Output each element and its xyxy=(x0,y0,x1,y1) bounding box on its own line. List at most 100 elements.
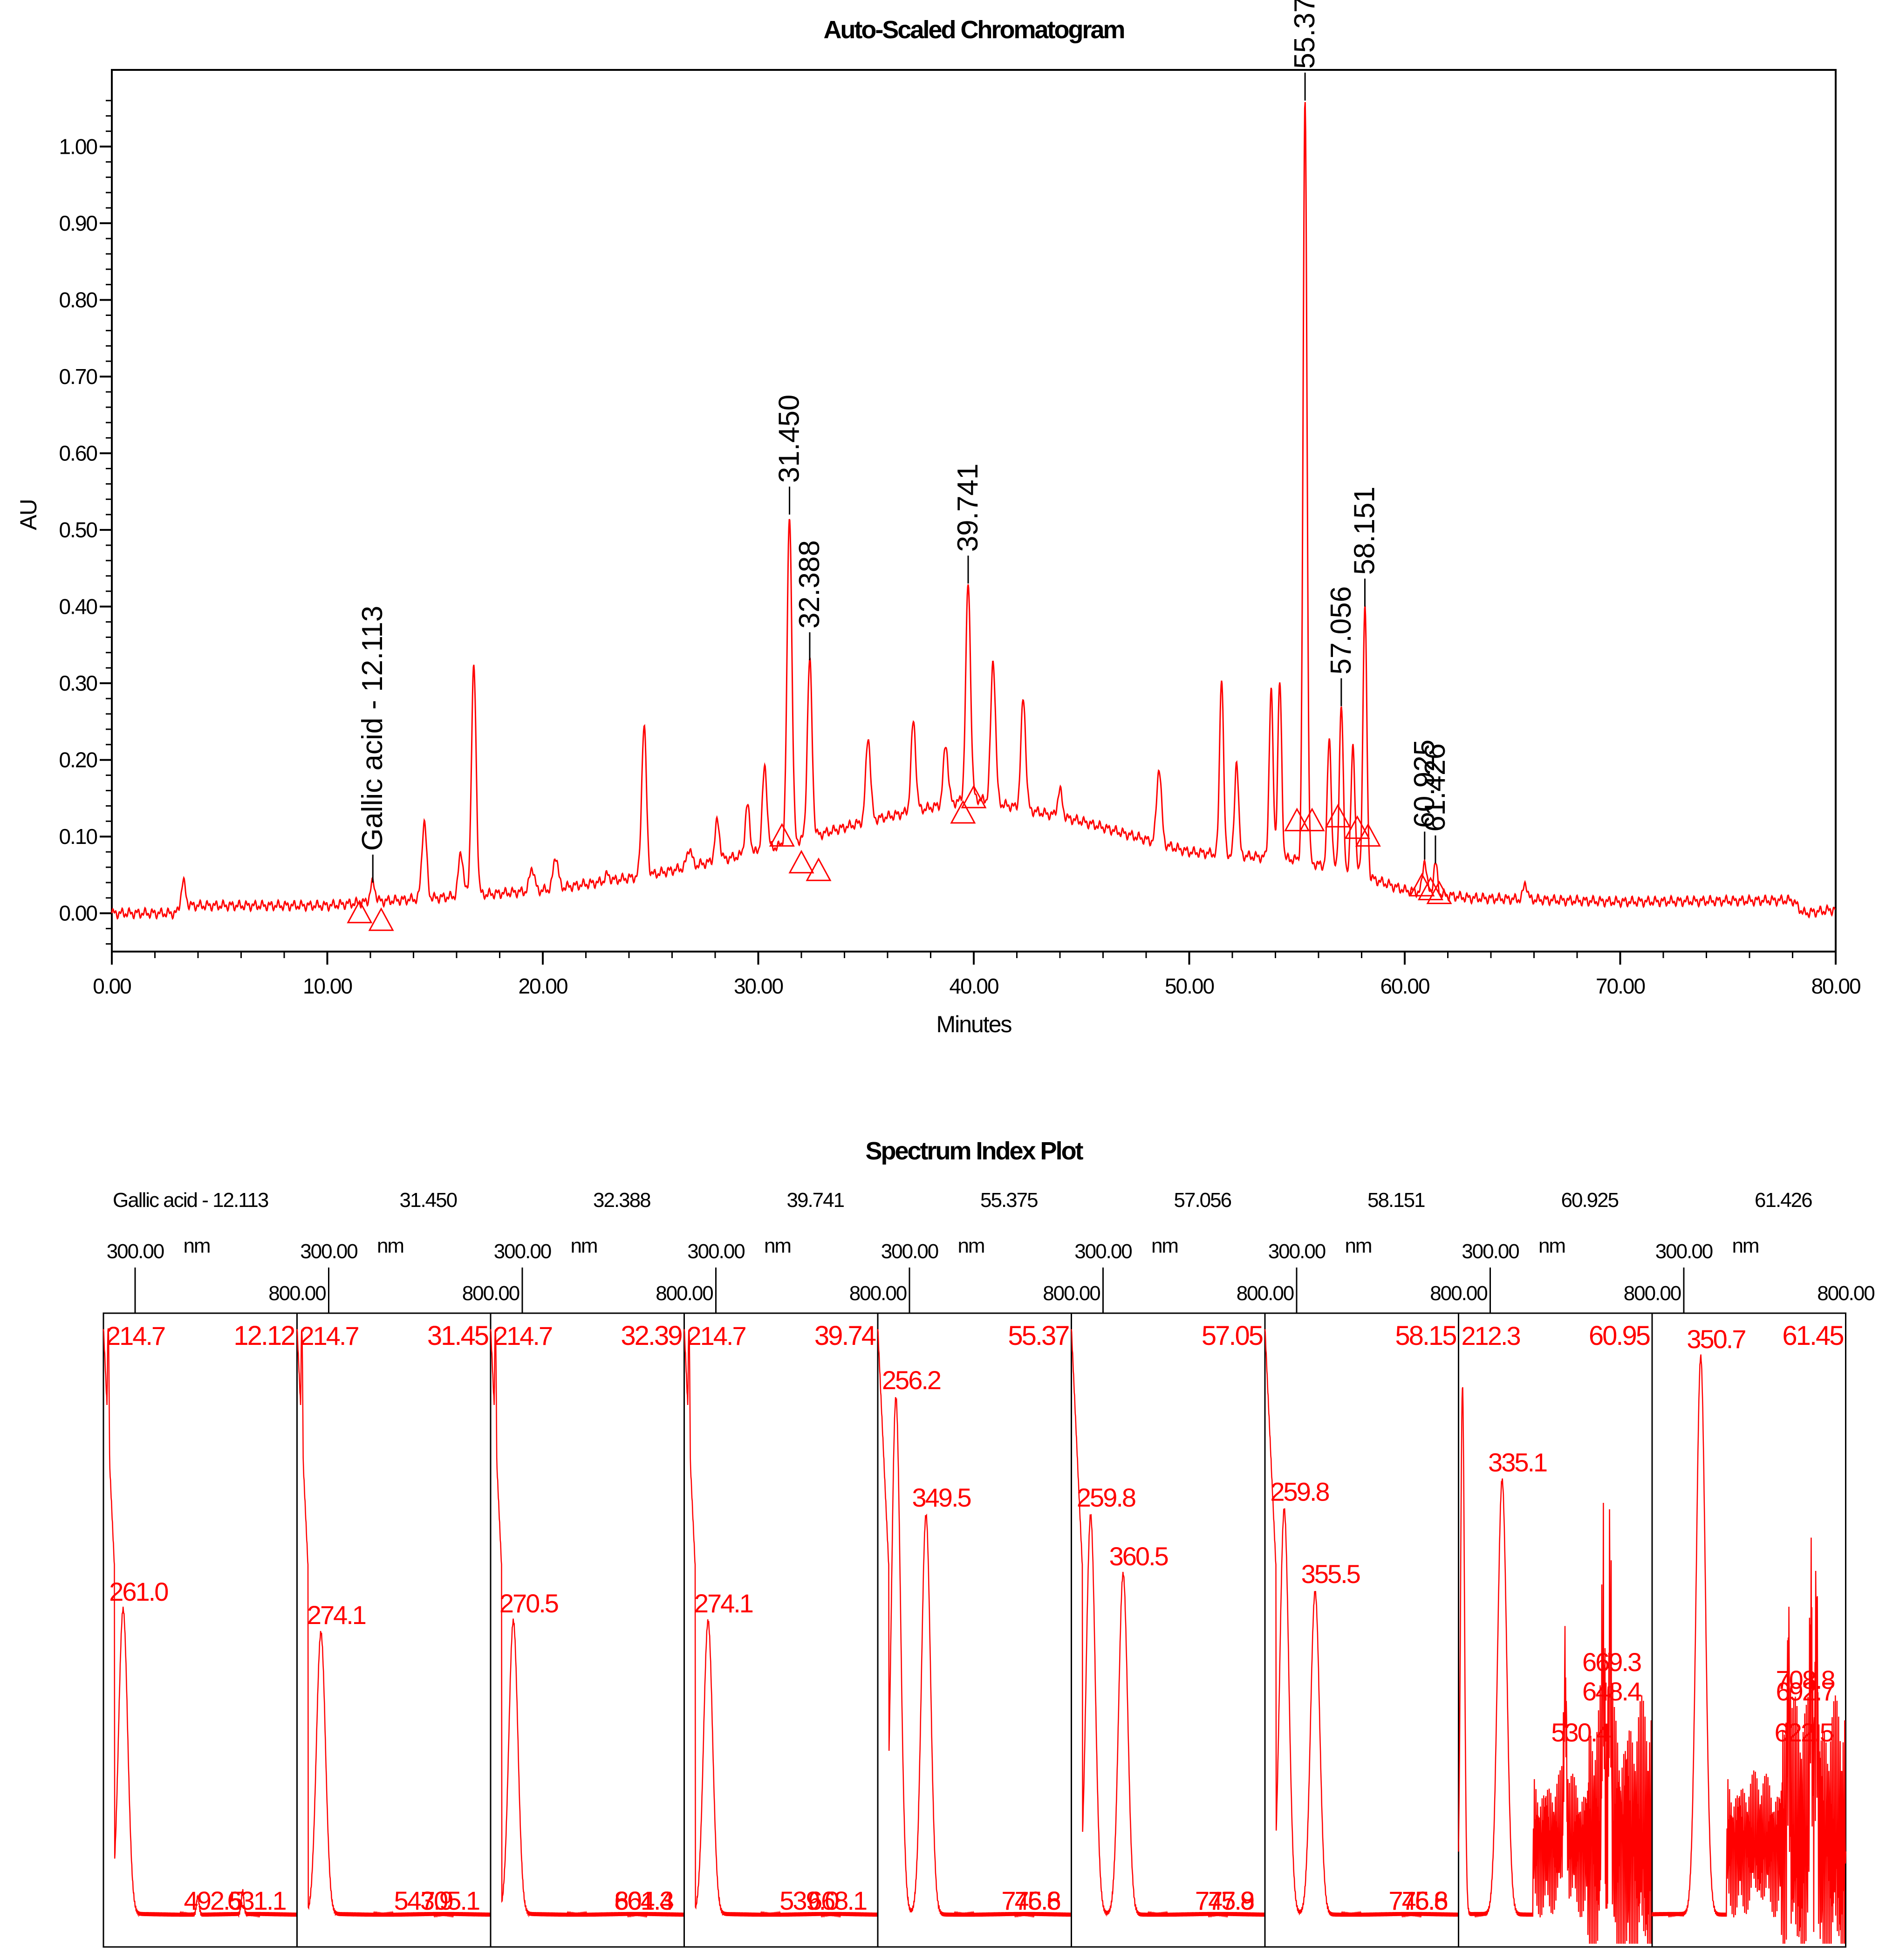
spectrum-peak-label: 776.6 xyxy=(1002,1886,1060,1915)
spectrum-peak-label: 648.4 xyxy=(1582,1677,1641,1706)
wavelength-unit-label: nm xyxy=(183,1234,210,1257)
spectrum-panel-frame xyxy=(683,1312,879,1948)
wavelength-min-label: 300.00 xyxy=(687,1240,745,1263)
spectrum-peak-label: 745.8 xyxy=(1195,1886,1254,1915)
peak-label: 57.056 xyxy=(1325,586,1357,675)
wavelength-unit-label: nm xyxy=(764,1234,791,1257)
spectrum-curve xyxy=(683,1329,879,1918)
wavelength-min-label: 300.00 xyxy=(1074,1240,1132,1263)
spectrum-peak-label: 777.9 xyxy=(1195,1886,1254,1915)
wavelength-max-label: 800.00 xyxy=(1043,1282,1100,1305)
peak-label: 31.450 xyxy=(773,395,806,483)
spectrum-peak-label: 543.9 xyxy=(394,1886,453,1915)
spectrum-curve xyxy=(1071,1329,1266,1918)
y-tick-label: 0.90 xyxy=(59,211,97,235)
y-tick-label: 0.80 xyxy=(59,288,97,312)
wavelength-max-label: 800.00 xyxy=(462,1282,519,1305)
chromatogram-integration-marks xyxy=(347,784,1452,931)
spectrum-peak-label: 631.1 xyxy=(227,1886,286,1915)
integration-triangle xyxy=(806,857,832,881)
wavelength-min-label: 300.00 xyxy=(300,1240,357,1263)
spectrum-panel: 39.741 300.00 nm 800.00 39.74 214.7 274.1 539.0… xyxy=(683,1189,908,1948)
wavelength-min-label: 300.00 xyxy=(1655,1240,1713,1263)
integration-triangle xyxy=(1426,880,1452,905)
integration-triangle xyxy=(1325,803,1351,828)
wavelength-min-label: 300.00 xyxy=(1462,1240,1519,1263)
y-tick-label: 0.00 xyxy=(59,901,97,925)
spectrum-curve xyxy=(490,1329,685,1918)
integration-triangle xyxy=(950,800,976,824)
panel-retention-time: 32.39 xyxy=(621,1321,682,1351)
spectrum-panel: 58.151 300.00 nm 800.00 58.15 259.8 355.5 745.8… xyxy=(1264,1189,1488,1948)
spectrum-panel-frame xyxy=(1651,1312,1846,1948)
spectrum-peak-label: 492.5 xyxy=(184,1886,243,1915)
x-tick-label: 10.00 xyxy=(303,974,352,998)
spectrum-panel: 60.925 300.00 nm 800.00 60.95 212.3 335.1 648.4… xyxy=(1458,1189,1682,1948)
wavelength-max-label: 800.00 xyxy=(656,1282,713,1305)
chromatogram-title: Auto-Scaled Chromatogram xyxy=(823,16,1124,44)
spectrum-peak-label: 214.7 xyxy=(106,1321,165,1350)
wavelength-max-label: 800.00 xyxy=(1624,1282,1681,1305)
panel-header-label: Gallic acid - 12.113 xyxy=(113,1189,268,1212)
spectrum-panel: 32.388 300.00 nm 800.00 32.39 214.7 270.5 664.4… xyxy=(490,1189,714,1948)
spectrum-index-title: Spectrum Index Plot xyxy=(865,1137,1083,1165)
peak-label: Gallic acid - 12.113 xyxy=(356,606,389,851)
panel-header-label: 32.388 xyxy=(593,1189,650,1212)
x-tick-label: 20.00 xyxy=(518,974,567,998)
panel-header-label: 31.450 xyxy=(400,1189,457,1212)
spectrum-peak-label: 335.1 xyxy=(1488,1448,1547,1477)
panel-header-label: 58.151 xyxy=(1367,1189,1425,1212)
spectrum-peak-label: 745.8 xyxy=(1002,1886,1060,1915)
spectrum-curve xyxy=(1458,1387,1653,1944)
x-tick-label: 40.00 xyxy=(949,974,998,998)
spectrum-peak-label: 664.4 xyxy=(615,1886,674,1915)
chromatogram-axes: 0.00 10.00 20.00 30.00 40.00 50.00 60.00 70.00 8… xyxy=(59,69,1861,998)
y-tick-label: 0.30 xyxy=(59,671,97,695)
spectrum-peak-label: 692.7 xyxy=(1776,1677,1835,1706)
integration-triangle xyxy=(1284,808,1310,831)
wavelength-unit-label: nm xyxy=(1732,1234,1758,1257)
spectrum-peak-label: 349.5 xyxy=(912,1483,971,1512)
spectrum-peak-label: 214.7 xyxy=(687,1321,746,1350)
panel-header-label: 60.925 xyxy=(1561,1189,1619,1212)
spectrum-peak-label: 530.4 xyxy=(1551,1718,1610,1747)
spectrum-peak-label: 355.5 xyxy=(1301,1559,1360,1589)
integration-triangle xyxy=(1417,877,1444,900)
spectrum-peak-label: 668.1 xyxy=(808,1886,867,1915)
panel-retention-time: 31.45 xyxy=(427,1321,488,1351)
spectrum-peak-label: 212.3 xyxy=(1462,1321,1520,1350)
spectrum-peak-label: 708.8 xyxy=(1776,1665,1835,1694)
spectrum-peak-label: 622.5 xyxy=(1775,1718,1833,1747)
panel-retention-time: 39.74 xyxy=(814,1321,876,1351)
chromatogram-y-axis-label: AU xyxy=(15,500,41,530)
wavelength-unit-label: nm xyxy=(957,1234,984,1257)
spectrum-curve xyxy=(1651,1354,1846,1944)
spectrum-panel: 57.056 300.00 nm 800.00 57.05 259.8 360.5 745.8… xyxy=(1071,1189,1295,1948)
chromatogram-x-axis-label: Minutes xyxy=(936,1011,1011,1037)
panel-retention-time: 12.12 xyxy=(233,1321,294,1351)
peak-label: 60.925 xyxy=(1408,740,1441,828)
integration-triangle xyxy=(788,850,814,874)
panel-header-label: 39.741 xyxy=(787,1189,844,1212)
wavelength-min-label: 300.00 xyxy=(107,1240,164,1263)
wavelength-unit-label: nm xyxy=(1538,1234,1565,1257)
x-tick-label: 0.00 xyxy=(93,974,131,998)
spectrum-peak-label: 669.3 xyxy=(1582,1647,1641,1677)
panel-retention-time: 58.15 xyxy=(1395,1321,1456,1351)
peak-label: 55.375 xyxy=(1289,0,1321,69)
spectrum-peak-label: 259.8 xyxy=(1270,1477,1329,1507)
panel-header-label: 57.056 xyxy=(1174,1189,1231,1212)
panel-header-label: 61.426 xyxy=(1755,1189,1812,1212)
wavelength-min-label: 300.00 xyxy=(494,1240,551,1263)
peak-label: 32.388 xyxy=(793,540,826,629)
spectrum-panel: 61.426 300.00 nm 800.00 61.45 350.7 692.7708.8… xyxy=(1651,1189,1875,1948)
x-tick-label: 50.00 xyxy=(1165,974,1214,998)
spectrum-panel-frame xyxy=(296,1312,492,1948)
y-tick-label: 0.40 xyxy=(59,595,97,619)
spectrum-peak-label: 214.7 xyxy=(300,1321,359,1350)
x-tick-label: 60.00 xyxy=(1380,974,1429,998)
x-tick-label: 30.00 xyxy=(734,974,783,998)
y-tick-label: 0.20 xyxy=(59,748,97,772)
panel-header-label: 55.375 xyxy=(980,1189,1038,1212)
